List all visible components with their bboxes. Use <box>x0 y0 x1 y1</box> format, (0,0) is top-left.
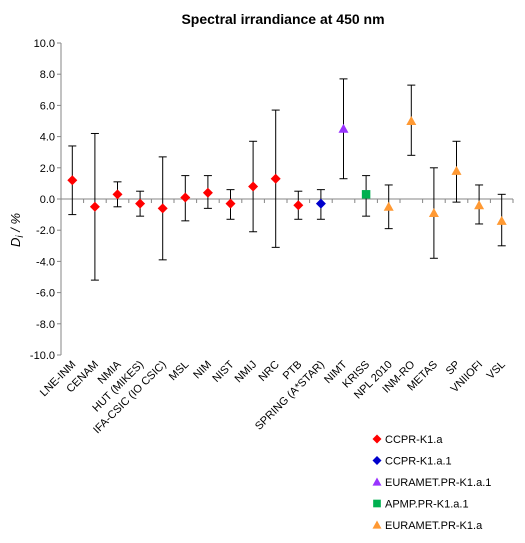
data-point <box>293 200 304 211</box>
data-point <box>180 192 191 203</box>
category-label: MSL <box>167 359 191 383</box>
category-label: NIM <box>191 359 214 382</box>
y-tick-label: 6.0 <box>40 100 55 112</box>
data-point <box>361 190 371 199</box>
chart-title: Spectral irrandiance at 450 nm <box>181 11 384 27</box>
data-point <box>157 203 168 214</box>
y-tick-label: -10.0 <box>30 350 55 362</box>
x-axis <box>60 198 514 203</box>
y-tick-label: -4.0 <box>36 256 55 268</box>
data-point <box>383 201 394 211</box>
y-tick-label: 4.0 <box>40 132 55 144</box>
y-tick-label: -6.0 <box>36 288 55 300</box>
data-points <box>67 116 507 225</box>
data-point <box>428 208 439 218</box>
y-tick-label: 0.0 <box>40 194 55 206</box>
data-point <box>225 198 236 209</box>
data-point <box>451 165 462 175</box>
y-tick-label: -2.0 <box>36 225 55 237</box>
y-tick-label: 8.0 <box>40 69 55 81</box>
y-tick-label: 10.0 <box>34 38 55 50</box>
legend-marker <box>372 520 382 529</box>
data-point <box>135 198 146 209</box>
legend-marker <box>372 477 382 486</box>
y-axis-title-subscript: i <box>15 235 26 238</box>
legend: CCPR-K1.a CCPR-K1.a.1 EURAMET.PR-K1.a.1 APM… <box>372 434 491 532</box>
y-axis-title: Di / % <box>8 213 26 247</box>
legend-label: CCPR-K1.a.1 <box>385 456 452 468</box>
data-point <box>315 198 326 209</box>
legend-marker <box>372 456 382 465</box>
data-point <box>474 200 485 210</box>
data-point <box>270 173 281 184</box>
error-bars <box>68 78 506 281</box>
y-tick-group: 10.0 8.0 6.0 4.0 2.0 0.0 -2.0 -4.0 -6.0 -8.0 -10.0 <box>30 38 61 362</box>
data-point <box>67 175 78 186</box>
y-axis-title-suffix: / % <box>8 213 23 235</box>
category-label: VSL <box>485 359 508 382</box>
y-axis-title-main: D <box>8 238 23 247</box>
legend-label: CCPR-K1.a <box>385 434 443 446</box>
legend-label: APMP.PR-K1.a.1 <box>385 499 469 511</box>
legend-label: EURAMET.PR-K1.a.1 <box>385 477 491 489</box>
category-label: NIST <box>210 358 236 384</box>
data-point <box>338 123 349 133</box>
category-label: NMIJ <box>233 359 260 386</box>
data-point <box>89 201 100 212</box>
data-point <box>496 215 507 225</box>
y-tick-label: -8.0 <box>36 319 55 331</box>
data-point <box>248 181 259 192</box>
data-point <box>202 187 213 198</box>
y-tick-label: 2.0 <box>40 163 55 175</box>
data-point <box>112 189 123 200</box>
data-point <box>406 116 417 125</box>
legend-label: EURAMET.PR-K1.a <box>385 520 483 532</box>
legend-marker <box>373 499 381 508</box>
y-axis: 10.0 8.0 6.0 4.0 2.0 0.0 -2.0 -4.0 -6.0 -8.0 -10.0 <box>30 38 62 362</box>
legend-marker <box>372 434 382 444</box>
category-label: NRC <box>256 359 281 384</box>
x-tick-group <box>60 199 514 203</box>
